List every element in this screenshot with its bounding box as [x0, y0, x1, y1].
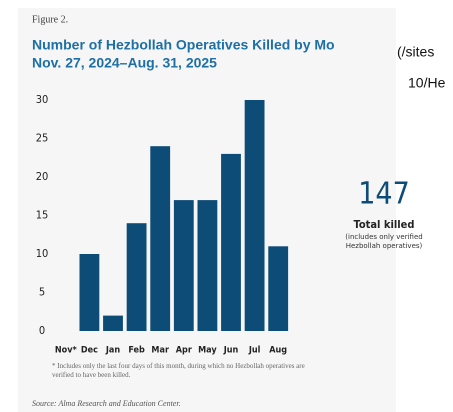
- bar: [173, 200, 194, 331]
- bar: [221, 153, 241, 331]
- x-tick-label: Aug: [269, 346, 287, 356]
- bar: [79, 254, 100, 331]
- total-note-box: (includes only verified Hezbollah operat…: [345, 233, 423, 250]
- x-tick-label: May: [198, 346, 217, 356]
- x-tick-label: Jan: [105, 346, 120, 356]
- y-tick-label: 30: [36, 93, 49, 106]
- total-value: 147: [358, 177, 410, 212]
- bar: [103, 315, 123, 331]
- footnote: * Includes only the last four days of th…: [52, 362, 305, 379]
- bar: [126, 223, 147, 331]
- chart-subtitle: Nov. 27, 2024–Aug. 31, 2025: [32, 55, 217, 71]
- x-tick-label: Dec: [81, 346, 98, 356]
- footnote-box: * Includes only the last four days of th…: [52, 362, 305, 379]
- y-tick-label: 5: [39, 286, 45, 299]
- y-tick-label: 20: [36, 170, 49, 183]
- page-text: (/sites: [397, 44, 434, 60]
- bar: [244, 100, 265, 331]
- bar: [150, 146, 171, 331]
- y-tick-label: 10: [36, 247, 49, 260]
- page-text: 10/He: [408, 75, 446, 91]
- source: Source: Alma Research and Education Cent…: [32, 399, 181, 408]
- y-tick-label: 15: [36, 209, 49, 222]
- bar: [197, 200, 218, 331]
- y-tick-label: 25: [36, 132, 49, 145]
- x-tick-label: Apr: [176, 346, 192, 356]
- x-tick-label: Feb: [128, 346, 145, 356]
- bar: [268, 246, 289, 331]
- x-tick-label: Jul: [248, 346, 261, 356]
- y-tick-label: 0: [39, 324, 45, 337]
- chart-title: Number of Hezbollah Operatives Killed by…: [32, 37, 335, 53]
- x-tick-label: Jun: [223, 346, 239, 356]
- total-label: Total killed: [354, 218, 415, 231]
- figure-label: Figure 2.: [32, 14, 68, 25]
- x-tick-label: Mar: [151, 346, 169, 356]
- x-tick-label: Nov*: [55, 346, 78, 356]
- total-note: (includes only verified Hezbollah operat…: [345, 233, 423, 250]
